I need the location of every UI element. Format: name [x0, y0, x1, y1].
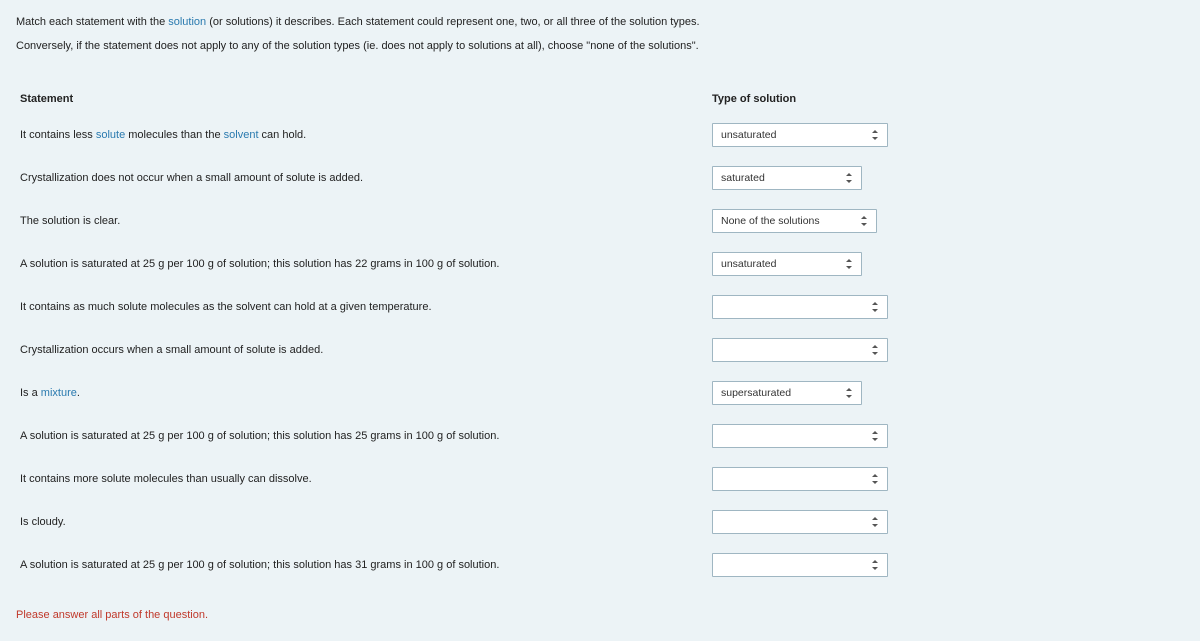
statement-row: Is a mixture.unsaturatedsaturatedsupersa…	[20, 381, 1180, 405]
solution-select-wrap: unsaturatedsaturatedsupersaturatedNone o…	[712, 510, 888, 534]
glossary-term: solute	[96, 129, 125, 141]
solution-type-select[interactable]: unsaturatedsaturatedsupersaturatedNone o…	[712, 166, 862, 190]
glossary-term: mixture	[41, 387, 77, 399]
statement-text: It contains more solute molecules than u…	[20, 471, 712, 488]
header-type: Type of solution	[712, 93, 796, 105]
rows-container: It contains less solute molecules than t…	[20, 123, 1180, 577]
statement-fragment: It contains as much solute molecules as …	[20, 301, 432, 313]
glossary-term: solvent	[224, 129, 259, 141]
solution-type-select[interactable]: unsaturatedsaturatedsupersaturatedNone o…	[712, 424, 888, 448]
statement-fragment: It contains less	[20, 129, 96, 141]
solution-select-wrap: unsaturatedsaturatedsupersaturatedNone o…	[712, 295, 888, 319]
solution-select-wrap: unsaturatedsaturatedsupersaturatedNone o…	[712, 252, 862, 276]
statement-fragment: .	[77, 387, 80, 399]
validation-message: Please answer all parts of the question.	[16, 609, 1184, 621]
statement-fragment: A solution is saturated at 25 g per 100 …	[20, 430, 499, 442]
intro-text: Match each statement with the	[16, 16, 168, 28]
statement-row: A solution is saturated at 25 g per 100 …	[20, 424, 1180, 448]
solution-select-wrap: unsaturatedsaturatedsupersaturatedNone o…	[712, 123, 888, 147]
solution-type-select[interactable]: unsaturatedsaturatedsupersaturatedNone o…	[712, 381, 862, 405]
statement-row: Crystallization occurs when a small amou…	[20, 338, 1180, 362]
statement-text: A solution is saturated at 25 g per 100 …	[20, 557, 712, 574]
solution-type-select[interactable]: unsaturatedsaturatedsupersaturatedNone o…	[712, 252, 862, 276]
solution-select-wrap: unsaturatedsaturatedsupersaturatedNone o…	[712, 166, 862, 190]
statement-text: Crystallization occurs when a small amou…	[20, 342, 712, 359]
solution-select-wrap: unsaturatedsaturatedsupersaturatedNone o…	[712, 467, 888, 491]
statement-fragment: Is cloudy.	[20, 516, 66, 528]
statement-fragment: A solution is saturated at 25 g per 100 …	[20, 258, 499, 270]
column-headers: Statement Type of solution	[20, 93, 1180, 105]
solution-type-select[interactable]: unsaturatedsaturatedsupersaturatedNone o…	[712, 295, 888, 319]
solution-select-wrap: unsaturatedsaturatedsupersaturatedNone o…	[712, 209, 877, 233]
statement-row: Crystallization does not occur when a sm…	[20, 166, 1180, 190]
statement-row: It contains more solute molecules than u…	[20, 467, 1180, 491]
statement-text: Crystallization does not occur when a sm…	[20, 170, 712, 187]
statement-row: It contains less solute molecules than t…	[20, 123, 1180, 147]
statement-text: A solution is saturated at 25 g per 100 …	[20, 428, 712, 445]
statement-fragment: A solution is saturated at 25 g per 100 …	[20, 559, 499, 571]
statement-fragment: Is a	[20, 387, 41, 399]
statement-fragment: The solution is clear.	[20, 215, 120, 227]
solution-type-select[interactable]: unsaturatedsaturatedsupersaturatedNone o…	[712, 510, 888, 534]
statement-text: It contains less solute molecules than t…	[20, 127, 712, 144]
statement-text: Is cloudy.	[20, 514, 712, 531]
statement-fragment: It contains more solute molecules than u…	[20, 473, 312, 485]
intro-line-1: Match each statement with the solution (…	[16, 14, 1184, 32]
statement-row: A solution is saturated at 25 g per 100 …	[20, 252, 1180, 276]
term-solution: solution	[168, 16, 206, 28]
solution-type-select[interactable]: unsaturatedsaturatedsupersaturatedNone o…	[712, 553, 888, 577]
statement-text: It contains as much solute molecules as …	[20, 299, 712, 316]
matching-content: Statement Type of solution It contains l…	[16, 93, 1184, 577]
solution-type-select[interactable]: unsaturatedsaturatedsupersaturatedNone o…	[712, 123, 888, 147]
statement-text: The solution is clear.	[20, 213, 712, 230]
statement-fragment: Crystallization occurs when a small amou…	[20, 344, 323, 356]
statement-text: Is a mixture.	[20, 385, 712, 402]
intro-text: (or solutions) it describes. Each statem…	[206, 16, 699, 28]
statement-row: A solution is saturated at 25 g per 100 …	[20, 553, 1180, 577]
solution-select-wrap: unsaturatedsaturatedsupersaturatedNone o…	[712, 338, 888, 362]
statement-fragment: can hold.	[259, 129, 307, 141]
statement-fragment: molecules than the	[125, 129, 223, 141]
statement-row: The solution is clear. unsaturatedsaturat…	[20, 209, 1180, 233]
header-statement: Statement	[20, 93, 712, 105]
solution-select-wrap: unsaturatedsaturatedsupersaturatedNone o…	[712, 553, 888, 577]
solution-type-select[interactable]: unsaturatedsaturatedsupersaturatedNone o…	[712, 209, 877, 233]
question-page: Match each statement with the solution (…	[0, 0, 1200, 641]
solution-type-select[interactable]: unsaturatedsaturatedsupersaturatedNone o…	[712, 467, 888, 491]
solution-select-wrap: unsaturatedsaturatedsupersaturatedNone o…	[712, 381, 862, 405]
solution-select-wrap: unsaturatedsaturatedsupersaturatedNone o…	[712, 424, 888, 448]
statement-row: Is cloudy. unsaturatedsaturatedsupersatur…	[20, 510, 1180, 534]
statement-text: A solution is saturated at 25 g per 100 …	[20, 256, 712, 273]
statement-row: It contains as much solute molecules as …	[20, 295, 1180, 319]
solution-type-select[interactable]: unsaturatedsaturatedsupersaturatedNone o…	[712, 338, 888, 362]
intro-line-2: Conversely, if the statement does not ap…	[16, 38, 1184, 56]
statement-fragment: Crystallization does not occur when a sm…	[20, 172, 363, 184]
